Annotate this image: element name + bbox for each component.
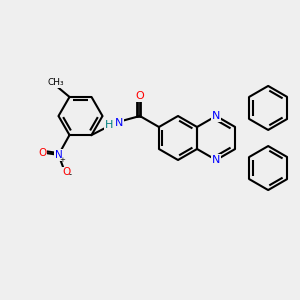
Text: +: +	[60, 157, 65, 163]
Text: CH₃: CH₃	[48, 78, 64, 87]
Text: O: O	[136, 91, 144, 101]
Text: H: H	[104, 120, 113, 130]
Text: N: N	[115, 118, 123, 128]
Text: -: -	[69, 170, 72, 179]
Text: N: N	[212, 155, 220, 165]
Text: N: N	[55, 150, 62, 160]
Text: N: N	[212, 111, 220, 121]
Text: O: O	[38, 148, 46, 158]
Text: O: O	[62, 167, 70, 178]
